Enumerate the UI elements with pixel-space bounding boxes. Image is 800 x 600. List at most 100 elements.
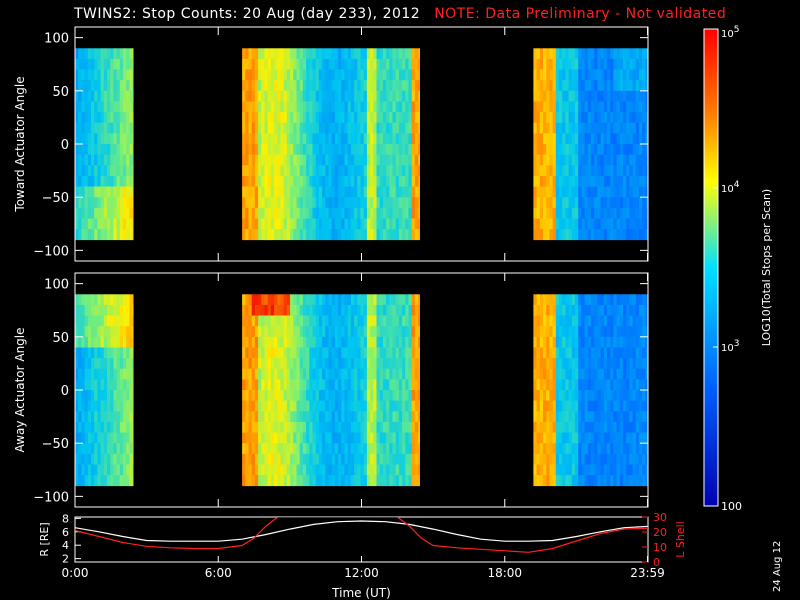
heatmap-cell (91, 218, 95, 230)
heatmap-cell (392, 347, 397, 359)
heatmap-cell (264, 58, 269, 70)
heatmap-cell (75, 154, 79, 166)
heatmap-cell (382, 207, 387, 219)
heatmap-cell (581, 358, 585, 370)
heatmap-cell (270, 294, 275, 306)
heatmap-cell (578, 432, 582, 444)
heatmap-cell (607, 186, 611, 198)
heatmap-cell (261, 475, 265, 487)
heatmap-cell (549, 432, 553, 444)
heatmap-cell (575, 69, 579, 81)
heatmap-cell (597, 112, 601, 124)
heatmap-cell (132, 144, 134, 155)
heatmap-cell (402, 101, 406, 113)
heatmap-cell (334, 379, 339, 391)
heatmap-cell (116, 165, 121, 177)
heatmap-cell (376, 197, 381, 209)
heatmap-cell (565, 411, 569, 423)
heatmap-cell (299, 326, 304, 338)
heatmap-cell (78, 400, 82, 412)
heatmap-cell (264, 379, 269, 391)
heatmap-cell (347, 336, 352, 348)
heatmap-cell (286, 122, 291, 134)
heatmap-cell (591, 58, 595, 70)
heatmap-cell (610, 453, 614, 465)
heatmap-cell (129, 304, 133, 316)
heatmap-cell (318, 326, 323, 338)
heatmap-cell (629, 207, 633, 219)
heatmap-cell (581, 443, 585, 455)
heatmap-cell (543, 101, 547, 113)
heatmap-cell (100, 144, 105, 155)
heatmap-cell (389, 294, 393, 306)
heatmap-cell (386, 90, 390, 102)
heatmap-cell (546, 112, 550, 124)
heatmap-cell (78, 443, 82, 455)
heatmap-cell (325, 48, 329, 60)
heatmap-cell (402, 379, 406, 391)
heatmap-cell (318, 69, 323, 81)
heatmap-cell (322, 347, 326, 359)
heatmap-cell (280, 133, 285, 145)
heatmap-cell (552, 175, 557, 187)
heatmap-cell (607, 80, 611, 92)
heatmap-cell (575, 421, 579, 433)
heatmap-cell (267, 379, 272, 391)
heatmap-cell (274, 379, 278, 391)
heatmap-cell (549, 294, 553, 306)
heatmap-cell (328, 175, 333, 187)
heatmap-cell (357, 197, 361, 209)
heatmap-cell (376, 112, 381, 124)
heatmap-cell (107, 421, 111, 433)
heatmap-cell (132, 80, 134, 92)
heatmap-cell (347, 411, 352, 423)
heatmap-cell (103, 443, 108, 455)
heatmap-cell (408, 197, 413, 209)
heatmap-cell (414, 336, 419, 348)
heatmap-cell (546, 48, 550, 60)
heatmap-cell (571, 175, 576, 187)
heatmap-cell (126, 315, 130, 327)
heatmap-cell (379, 453, 384, 465)
heatmap-cell (571, 347, 576, 359)
heatmap-cell (600, 294, 605, 306)
heatmap-cell (389, 101, 393, 113)
heatmap-cell (312, 464, 317, 476)
heatmap-cell (392, 90, 397, 102)
heatmap-cell (408, 144, 413, 155)
heatmap-cell (382, 464, 387, 476)
heatmap-cell (363, 326, 368, 338)
heatmap-cell (344, 358, 349, 370)
heatmap-cell (107, 347, 111, 359)
heatmap-cell (261, 48, 265, 60)
heatmap-cell (78, 315, 82, 327)
heatmap-cell (600, 58, 605, 70)
heatmap-cell (581, 69, 585, 81)
heatmap-cell (312, 133, 317, 145)
heatmap-cell (379, 90, 384, 102)
heatmap-cell (331, 90, 336, 102)
heatmap-cell (607, 197, 611, 209)
heatmap-cell (559, 154, 563, 166)
heatmap-cell (645, 112, 648, 124)
heatmap-cell (632, 326, 637, 338)
heatmap-cell (363, 294, 368, 306)
heatmap-cell (568, 358, 573, 370)
heatmap-cell (408, 58, 413, 70)
heatmap-cell (610, 69, 614, 81)
heatmap-cell (645, 122, 648, 134)
heatmap-cell (565, 304, 569, 316)
heatmap-cell (613, 80, 617, 92)
heatmap-cell (635, 112, 640, 124)
heatmap-cell (418, 186, 420, 198)
heatmap-cell (315, 411, 320, 423)
heatmap-cell (587, 411, 592, 423)
heatmap-cell (344, 58, 349, 70)
heatmap-cell (84, 229, 89, 241)
heatmap-cell (587, 218, 592, 230)
heatmap-cell (283, 186, 288, 198)
heatmap-cell (373, 358, 377, 370)
heatmap-cell (286, 207, 291, 219)
heatmap-cell (386, 315, 390, 327)
heatmap-cell (293, 294, 297, 306)
